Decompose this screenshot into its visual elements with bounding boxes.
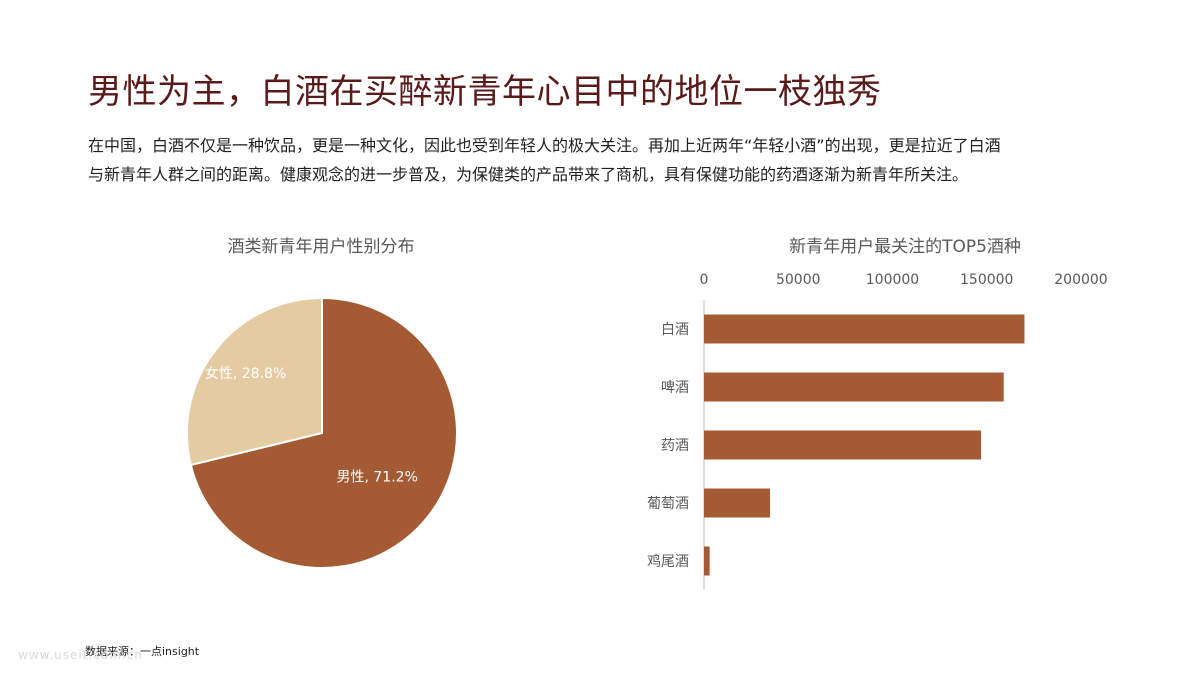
bar-category-label: 啤酒 (661, 380, 689, 396)
intro-line-2: 与新青年人群之间的距离。健康观念的进一步普及，为保健类的产品带来了商机，具有保健… (88, 165, 969, 184)
bar-x-axis-ticks: 0 50000 100000 150000 200000 (700, 272, 1108, 288)
pie-slice-male (189, 296, 458, 569)
bar-x-tick-label: 150000 (960, 272, 1013, 288)
bar-category-label: 白酒 (661, 322, 689, 338)
bar-category-label: 药酒 (661, 438, 689, 454)
bar (704, 430, 982, 460)
pie-chart-title: 酒类新青年用户性别分布 (228, 237, 415, 257)
bar-bars (704, 314, 1025, 576)
bar-category-label: 鸡尾酒 (647, 553, 689, 570)
bar-x-tick-label: 200000 (1054, 272, 1107, 288)
bar-chart: 新青年用户最关注的TOP5酒种 0 50000 100000 150000 200000… (647, 237, 1108, 590)
pie-labels: 男性, 71.2% 女性, 28.8% (205, 365, 418, 485)
watermark: www.useit.com.cn (18, 648, 143, 662)
pie-slice-female (186, 296, 323, 467)
bar (704, 314, 1025, 344)
pie-chart: 酒类新青年用户性别分布 男性, 71.2% 女性, 28.8% (186, 237, 458, 569)
bar (704, 488, 770, 518)
pie-label-male: 男性, 71.2% (337, 469, 418, 485)
pie-slices (186, 296, 458, 569)
bar-x-tick-label: 0 (700, 272, 709, 288)
bar-x-tick-label: 100000 (866, 272, 919, 288)
pie-label-female: 女性, 28.8% (205, 365, 286, 382)
bar-chart-title: 新青年用户最关注的TOP5酒种 (789, 237, 1021, 257)
bar-category-label: 葡萄酒 (647, 496, 689, 512)
data-source: 数据来源：一点insight (85, 645, 200, 658)
intro-line-1: 在中国，白酒不仅是一种饮品，更是一种文化，因此也受到年轻人的极大关注。再加上近两… (88, 136, 1001, 155)
intro-paragraph: 在中国，白酒不仅是一种饮品，更是一种文化，因此也受到年轻人的极大关注。再加上近两… (88, 131, 1128, 189)
page-title: 男性为主，白酒在买醉新青年心目中的地位一枝独秀 (88, 72, 882, 112)
bar-x-tick-label: 50000 (776, 272, 821, 288)
bar (704, 546, 710, 576)
bar (704, 372, 1004, 402)
